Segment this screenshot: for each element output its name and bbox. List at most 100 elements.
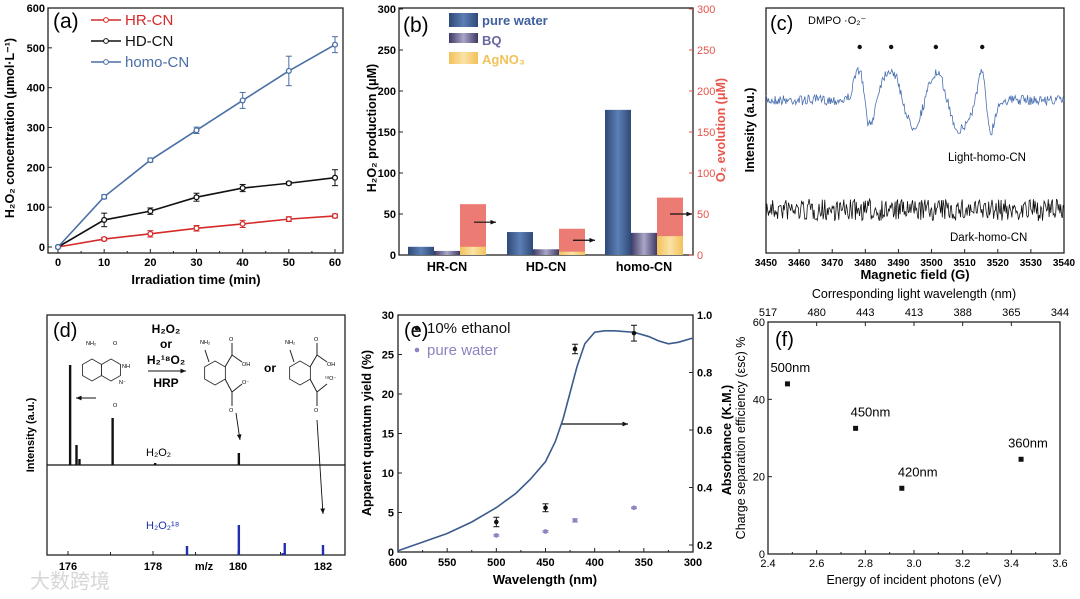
- b-panel-label: (b): [403, 14, 429, 37]
- e-x-tick-label: 400: [585, 557, 603, 569]
- d-atom-o: O: [314, 337, 319, 343]
- d-atom-o: O: [229, 337, 234, 343]
- c-x-tick-label: 3510: [954, 258, 977, 269]
- e-absorbance-curve: [397, 330, 694, 552]
- f-x-tick-label: 3.6: [1052, 558, 1067, 570]
- c-x-tick-label: 3540: [1053, 258, 1076, 269]
- d-series-label-h2o2: H₂O₂: [146, 447, 171, 459]
- f-x2-tick-label: 388: [953, 307, 971, 319]
- d-reaction-arrow-head: [180, 368, 186, 374]
- f-x-tick-label: 3.0: [906, 558, 921, 570]
- d-series-label-h2o2-18: H₂O₂¹⁸: [146, 520, 179, 532]
- a-point-homo-CN: [193, 127, 200, 134]
- b-x-tick-label: homo-CN: [616, 260, 672, 274]
- b-x-tick-label: HR-CN: [427, 260, 467, 274]
- b-y-tick-label: 150: [378, 127, 396, 139]
- b-x-tick-label: HD-CN: [526, 260, 566, 274]
- a-legend-label: HD-CN: [125, 33, 173, 50]
- a-point-HD-CN: [239, 184, 246, 192]
- f-y-tick-label: 20: [753, 472, 765, 484]
- d-product2-ring: [289, 360, 311, 386]
- c-x-tick-label: 3490: [887, 258, 910, 269]
- a-series-HD-CN-line: [57, 176, 336, 248]
- c-x-tick-label: 3530: [1020, 258, 1043, 269]
- c-x-tick-label: 3470: [821, 258, 844, 269]
- c-axes-frame: [765, 7, 1065, 254]
- d-peak-h2o2: [78, 459, 81, 465]
- e-x-tick-label: 500: [487, 557, 505, 569]
- d-peak-h2o2: [75, 445, 78, 465]
- b-bar-pure-water: [605, 109, 631, 255]
- d-peak-h2o2: [153, 463, 157, 465]
- d-peak-h2o2: [68, 365, 72, 465]
- b-bar-o2-evolution: [559, 228, 585, 255]
- e-y2-tick-label: 0.2: [697, 540, 712, 552]
- e-y2-axis-label: Absorbance (K.M.): [720, 385, 734, 495]
- b-y2-tick-label: 100: [697, 168, 715, 180]
- a-x-tick-label: 40: [237, 257, 249, 269]
- a-y-axis-label: H₂O₂ concentration (μmol·L⁻¹): [3, 38, 17, 218]
- d-arrow-product-peak-head: [236, 434, 242, 440]
- e-y2-tick-label: 1.0: [697, 310, 712, 322]
- a-y-tick-label: 500: [27, 43, 45, 55]
- f-x2-tick-label: 365: [1002, 307, 1020, 319]
- e-x-tick-label: 350: [635, 557, 653, 569]
- d-peak-h2o2-18: [237, 525, 241, 555]
- a-point-homo-CN: [147, 157, 154, 164]
- f-point-label: 500nm: [770, 360, 810, 375]
- d-peak-h2o2-18: [185, 546, 189, 555]
- d-arrow-18o-product-peak: [316, 419, 324, 515]
- a-point-homo-CN: [285, 67, 292, 74]
- d-peak-h2o2-18: [283, 543, 286, 555]
- a-point-HR-CN: [331, 212, 339, 219]
- d-luminol-benzene-ring: [82, 358, 102, 382]
- d-arrow-18o-product-peak-head: [320, 508, 325, 514]
- b-legend-label: AgNO₃: [482, 52, 525, 67]
- d-atom-18o-minus: ¹⁸O⁻: [325, 375, 336, 382]
- c-panel-label: (c): [770, 13, 793, 35]
- a-point-HD-CN: [193, 194, 200, 201]
- d-atom-nh2: NH₂: [285, 340, 295, 346]
- c-x-tick-label: 3460: [788, 258, 811, 269]
- d-x-tick-label: 178: [144, 561, 162, 573]
- b-y2-tick-label: 200: [697, 86, 715, 98]
- e-y2-tick-label: 0.8: [697, 368, 712, 380]
- a-legend-label: HR-CN: [125, 12, 173, 29]
- d-atom-oh: OH: [242, 362, 250, 368]
- a-x-axis-label: Irradiation time (min): [131, 272, 260, 287]
- a-y-tick-label: 300: [27, 123, 45, 135]
- f-x2-tick-label: 344: [1051, 307, 1069, 319]
- a-point-HR-CN: [147, 230, 154, 237]
- e-x-axis-label: Wavelength (nm): [493, 572, 597, 587]
- f-y-tick-label: 40: [753, 394, 765, 406]
- b-y-tick-label: 0: [390, 250, 396, 262]
- a-legend-marker: [103, 59, 109, 65]
- b-bar-agno3: [460, 246, 486, 255]
- d-panel-label: (d): [53, 320, 77, 342]
- c-y-axis-label: Intensity (a.u.): [743, 88, 757, 173]
- e-y-tick-label: 10: [382, 468, 394, 480]
- f-x-tick-label: 2.6: [809, 558, 824, 570]
- e-legend-marker: [414, 325, 420, 331]
- a-y-tick-label: 200: [27, 162, 45, 174]
- e-legend-label: 10% ethanol: [427, 320, 510, 337]
- a-point-HD-CN: [285, 180, 292, 187]
- d-atom-nminus: N⁻: [119, 380, 126, 386]
- e-point-pure-water: [543, 529, 548, 534]
- a-point-HR-CN: [101, 235, 108, 243]
- d-or-text: or: [160, 337, 172, 351]
- b-legend-swatch: [449, 33, 478, 43]
- b-arrow-right-axis-head: [686, 211, 692, 217]
- e-y2-tick-label: 0.4: [697, 483, 713, 495]
- c-series-dark-homo-cn: [765, 197, 1065, 222]
- b-y-tick-label: 250: [378, 45, 396, 57]
- b-legend-label: BQ: [482, 33, 502, 48]
- e-point-pure-water: [572, 518, 578, 523]
- e-point-pure-water: [494, 533, 499, 538]
- b-y-tick-label: 100: [378, 168, 396, 180]
- e-point-ethanol: [572, 346, 578, 352]
- b-y-tick-label: 200: [378, 86, 396, 98]
- b-y2-tick-label: 250: [697, 45, 715, 57]
- f-point-label: 360nm: [1008, 435, 1048, 450]
- b-bar-pure-water: [507, 232, 533, 255]
